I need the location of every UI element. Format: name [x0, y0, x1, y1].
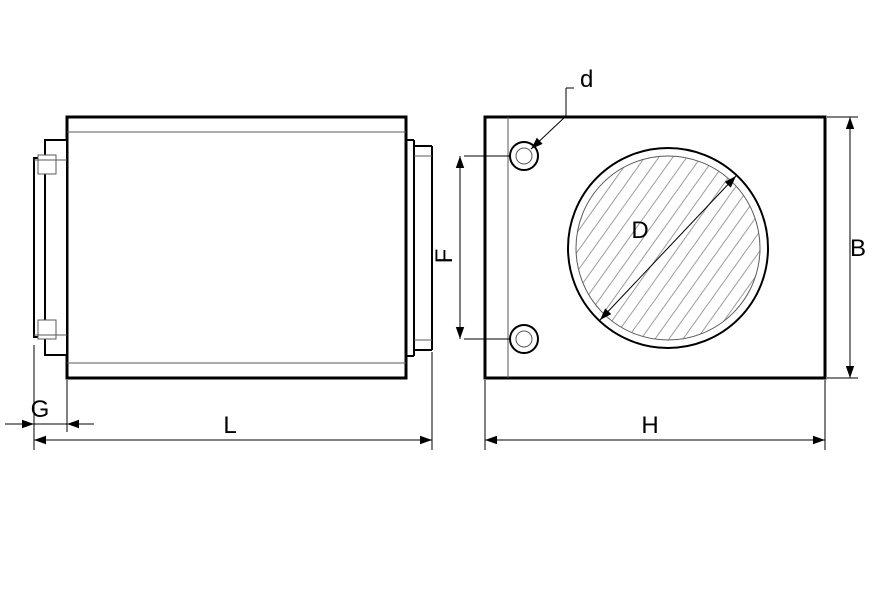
label-L: L	[223, 412, 236, 439]
label-H: H	[641, 412, 658, 439]
label-d: d	[580, 66, 593, 93]
side-view: LG	[5, 117, 432, 450]
label-B: B	[850, 235, 866, 262]
label-D: D	[631, 217, 648, 244]
label-G: G	[31, 396, 50, 423]
front-view: H B Fd D	[368, 66, 880, 450]
label-F: F	[431, 249, 458, 264]
